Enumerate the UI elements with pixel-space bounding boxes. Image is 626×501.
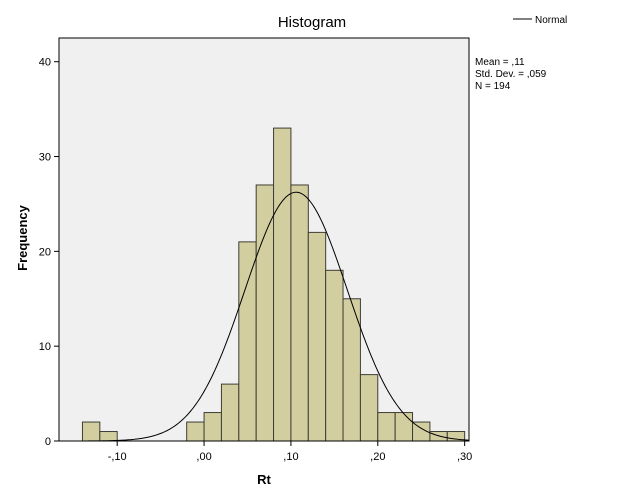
histogram-bar: [359, 374, 379, 442]
histogram-bar: [290, 184, 309, 442]
x-axis-title: Rt: [257, 472, 271, 487]
histogram-bar: [99, 431, 118, 442]
x-tick-label: ,30: [457, 451, 472, 463]
y-tick-label: 0: [45, 436, 51, 448]
histogram-bar: [81, 421, 101, 442]
x-tick-label: ,10: [283, 451, 298, 463]
axes-group: [58, 38, 469, 442]
x-tick-label: ,00: [196, 451, 211, 463]
x-tick-label: -,10: [108, 451, 127, 463]
histogram-bar: [186, 421, 205, 442]
histogram-bar: [307, 231, 327, 442]
histogram-bar: [255, 184, 275, 442]
y-tick-label: 10: [39, 341, 51, 353]
histogram-bar: [394, 412, 414, 442]
ticks-group: -,10 ,00 ,10 ,20 ,30 0 10 20 30 40: [39, 57, 473, 463]
histogram-bar: [220, 383, 240, 442]
bars-group: [81, 127, 466, 442]
histogram-bar: [377, 412, 396, 442]
y-tick-label: 40: [39, 57, 51, 69]
y-axis-title: Frequency: [15, 204, 30, 271]
y-tick-label: 30: [39, 152, 51, 164]
stat-std-dev: Std. Dev. = ,059: [475, 69, 547, 80]
stat-n: N = 194: [475, 81, 511, 92]
x-tick-label: ,20: [370, 451, 385, 463]
histogram-bar: [238, 241, 257, 442]
histogram-bar: [203, 412, 222, 442]
normal-curve: [59, 191, 470, 442]
stat-mean: Mean = ,11: [475, 57, 525, 68]
histogram-bar: [273, 127, 292, 442]
y-tick-label: 20: [39, 246, 51, 258]
histogram-bar: [325, 269, 344, 442]
legend-label-normal: Normal: [535, 15, 567, 26]
chart-title: Histogram: [278, 14, 346, 31]
